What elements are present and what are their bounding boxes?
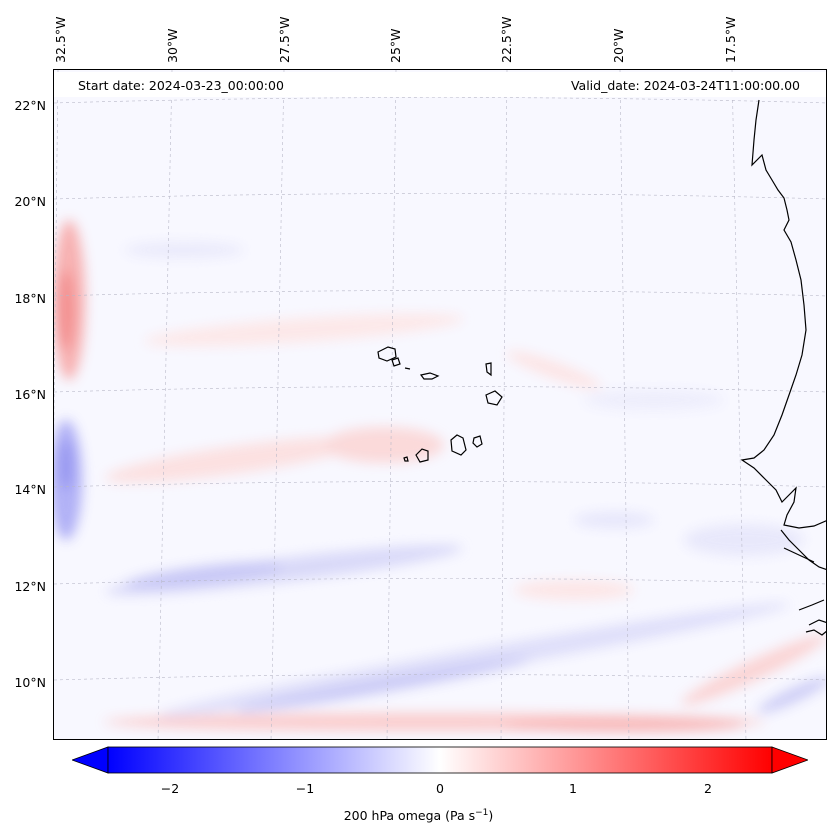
lon-label-25w: 25°W [388,28,403,63]
lat-label-18n: 18°N [14,291,46,306]
cbar-tick-2: 2 [704,781,712,796]
cbar-tick-0: 0 [436,781,444,796]
colorbar-label-exponent: −1 [475,808,489,818]
coastline [740,99,826,636]
lon-label-30w: 30°W [165,28,180,63]
lon-label-32-5w: 32.5°W [53,16,68,63]
start-date-label: Start date: 2024-03-23_00:00:00 [78,78,284,93]
lat-label-14n: 14°N [14,482,46,497]
cape-verde-islands [377,346,503,463]
valid-date-label: Valid_date: 2024-03-24T11:00:00.00 [570,78,800,93]
omega-field-map [54,70,826,739]
colorbar-graphic [70,746,810,774]
lat-label-22n: 22°N [14,98,46,113]
graticule [54,70,826,739]
colorbar-extend-low [70,746,109,774]
lat-label-16n: 16°N [14,387,46,402]
lat-label-10n: 10°N [14,675,46,690]
cbar-tick-minus1: −1 [295,781,315,796]
lat-label-20n: 20°N [14,194,46,209]
colorbar-extend-high [771,746,810,774]
cbar-tick-minus2: −2 [160,781,180,796]
colorbar-label-main: 200 hPa omega (Pa s [343,808,476,824]
lon-label-17-5w: 17.5°W [723,16,738,63]
lon-label-22-5w: 22.5°W [499,16,514,63]
colorbar-body [107,746,773,774]
cbar-tick-1: 1 [569,781,577,796]
lon-label-27-5w: 27.5°W [277,16,292,63]
lat-label-12n: 12°N [14,579,46,594]
map-panel[interactable]: Start date: 2024-03-23_00:00:00 Valid_da… [53,69,827,740]
colorbar [70,746,810,778]
colorbar-label-close: ) [488,808,494,824]
lon-label-20w: 20°W [611,28,626,63]
colorbar-label: 200 hPa omega (Pa s−1) [0,808,837,823]
